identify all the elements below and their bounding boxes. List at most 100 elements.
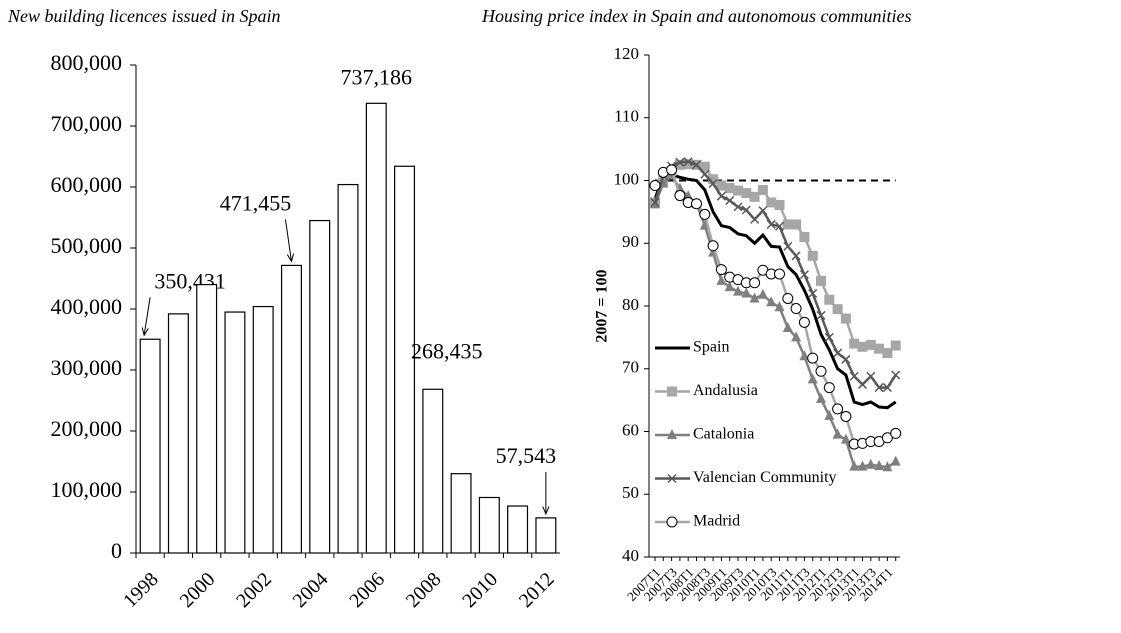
point bbox=[782, 219, 793, 230]
y-tick-label: 120 bbox=[614, 44, 640, 63]
y-tick-label: 60 bbox=[622, 420, 639, 439]
point bbox=[716, 180, 727, 191]
legend-marker bbox=[666, 516, 678, 528]
point bbox=[824, 409, 835, 420]
point bbox=[857, 460, 868, 471]
point bbox=[815, 365, 827, 377]
x-tick-label: 2012 bbox=[515, 568, 559, 612]
point bbox=[716, 274, 727, 285]
data-label: 471,455 bbox=[220, 190, 292, 215]
point bbox=[799, 231, 810, 242]
bar bbox=[252, 305, 274, 554]
point bbox=[823, 382, 835, 394]
point bbox=[833, 348, 843, 358]
point bbox=[724, 281, 735, 292]
bar bbox=[309, 219, 331, 554]
point bbox=[782, 292, 794, 304]
series-line bbox=[653, 162, 897, 355]
x-tick-label: 2004 bbox=[289, 568, 333, 612]
left-title: New building licences issued in Spain bbox=[7, 6, 280, 26]
y-tick-label: 70 bbox=[622, 358, 639, 377]
point bbox=[683, 157, 693, 167]
point bbox=[683, 159, 694, 170]
point bbox=[691, 160, 702, 170]
y-tick-label: 40 bbox=[622, 546, 639, 565]
point bbox=[849, 371, 859, 381]
point bbox=[675, 157, 685, 167]
point bbox=[849, 338, 860, 349]
point bbox=[749, 277, 761, 289]
point bbox=[882, 348, 893, 359]
point bbox=[799, 270, 809, 280]
y-tick-label: 800,000 bbox=[51, 50, 123, 75]
point bbox=[890, 340, 901, 351]
bar bbox=[422, 388, 444, 554]
bar bbox=[394, 165, 416, 554]
y-tick-label: 700,000 bbox=[51, 111, 123, 136]
point bbox=[783, 241, 793, 251]
bar bbox=[337, 183, 359, 554]
bar bbox=[280, 264, 302, 554]
point bbox=[808, 288, 818, 298]
point bbox=[790, 303, 802, 315]
y-tick-label: 100,000 bbox=[51, 477, 123, 502]
point bbox=[749, 191, 760, 202]
y-tick-label: 100 bbox=[614, 169, 640, 188]
bar bbox=[196, 284, 218, 554]
point bbox=[824, 332, 834, 342]
point bbox=[807, 352, 819, 364]
point bbox=[791, 331, 802, 342]
point bbox=[774, 301, 785, 312]
point bbox=[882, 461, 893, 472]
bar bbox=[507, 505, 529, 554]
x-tick-label: 2008 bbox=[402, 568, 446, 612]
legend-label: Catalonia bbox=[693, 426, 754, 443]
point bbox=[841, 354, 851, 364]
point bbox=[791, 251, 801, 261]
point bbox=[832, 428, 843, 439]
point bbox=[840, 433, 851, 444]
y-tick-label: 500,000 bbox=[51, 233, 123, 258]
right-title: Housing price index in Spain and autonom… bbox=[481, 6, 911, 26]
arrow-head bbox=[542, 506, 550, 516]
point bbox=[650, 197, 660, 207]
point bbox=[890, 455, 901, 466]
x-tick-label: 2006 bbox=[345, 568, 389, 612]
y-tick-label: 110 bbox=[614, 107, 639, 126]
legend-label: Madrid bbox=[693, 513, 740, 530]
point bbox=[741, 287, 752, 298]
point bbox=[724, 183, 735, 194]
arrow bbox=[284, 219, 292, 262]
legend-label: Valencian Community bbox=[693, 469, 837, 486]
y-tick-label: 90 bbox=[622, 232, 639, 251]
y-tick-label: 0 bbox=[111, 538, 122, 563]
point bbox=[766, 219, 776, 229]
point bbox=[816, 310, 826, 320]
point bbox=[707, 240, 719, 252]
data-label: 57,543 bbox=[496, 443, 557, 468]
point bbox=[807, 250, 818, 261]
point bbox=[733, 185, 743, 196]
point bbox=[807, 373, 818, 384]
point bbox=[708, 179, 718, 189]
y-tick-label: 600,000 bbox=[51, 172, 123, 197]
y-tick-label: 300,000 bbox=[51, 355, 123, 380]
point bbox=[774, 268, 785, 280]
x-tick-label: 1998 bbox=[119, 568, 163, 612]
y-tick-label: 50 bbox=[622, 483, 639, 502]
point bbox=[857, 379, 868, 389]
y-axis-label: 2007 = 100 bbox=[594, 269, 611, 342]
point bbox=[774, 221, 785, 231]
point bbox=[832, 403, 844, 415]
point bbox=[757, 288, 768, 299]
point bbox=[840, 313, 851, 324]
point bbox=[791, 219, 802, 230]
point bbox=[865, 339, 876, 350]
point bbox=[890, 427, 902, 439]
point bbox=[824, 294, 835, 305]
bar bbox=[167, 313, 189, 554]
data-label: 268,435 bbox=[411, 338, 483, 363]
point bbox=[741, 188, 752, 199]
